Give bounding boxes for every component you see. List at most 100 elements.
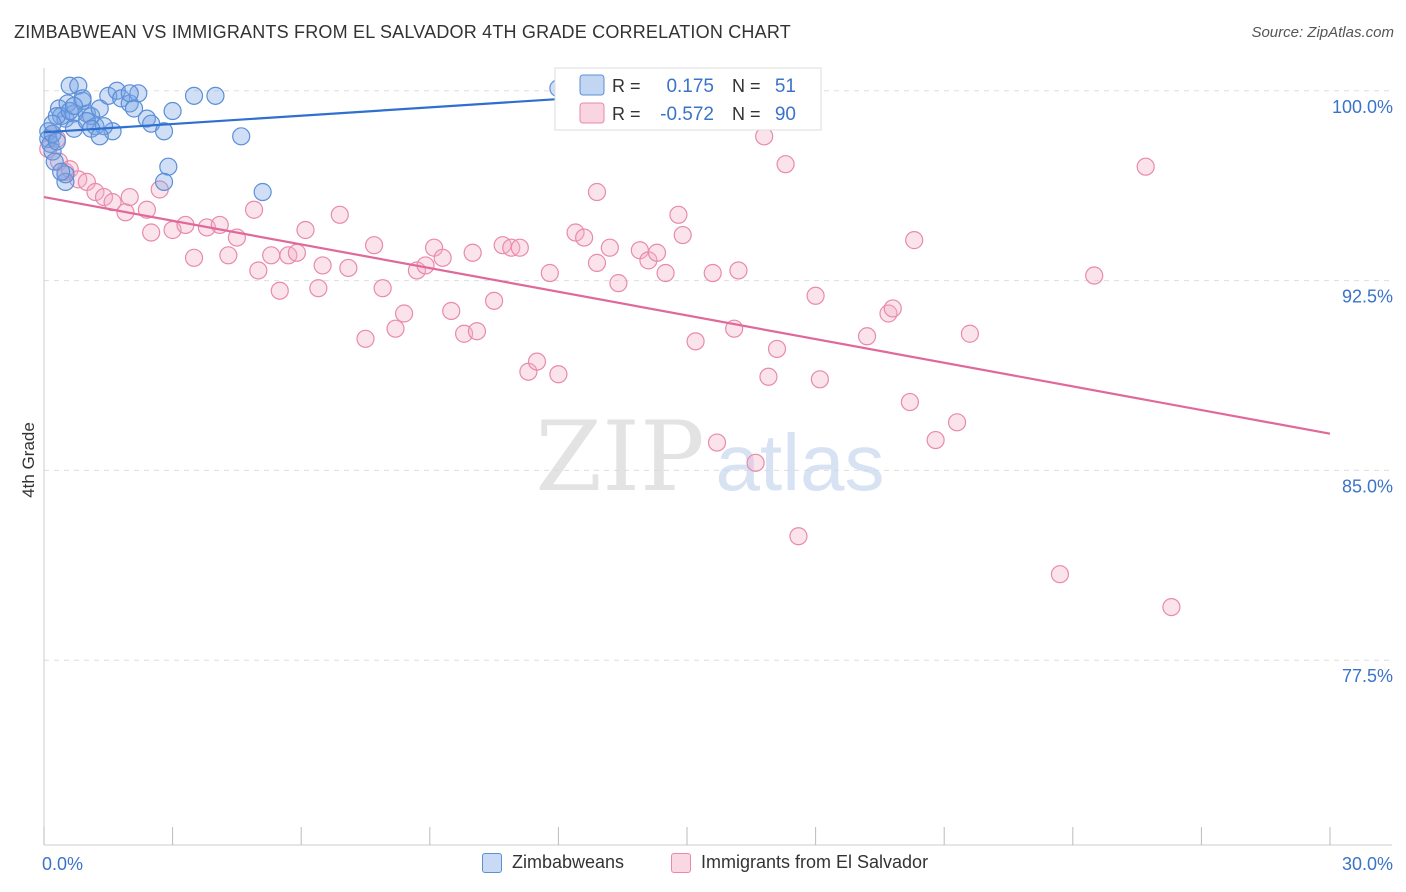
data-point xyxy=(883,299,902,318)
data-point xyxy=(947,413,967,432)
chart-title: ZIMBABWEAN VS IMMIGRANTS FROM EL SALVADO… xyxy=(14,22,791,42)
data-point xyxy=(56,172,75,191)
legend-item-el-salvador: Immigrants from El Salvador xyxy=(671,852,928,873)
data-point xyxy=(686,332,705,351)
legend-r-label-pink: R = xyxy=(612,104,641,124)
data-point xyxy=(960,324,980,343)
legend-label-zimbabweans: Zimbabweans xyxy=(512,852,625,872)
data-point xyxy=(94,187,114,207)
data-point xyxy=(45,152,64,171)
legend-bottom: Zimbabweans Immigrants from El Salvador xyxy=(0,852,1406,878)
y-tick-label: 77.5% xyxy=(1342,666,1393,686)
data-point xyxy=(549,365,568,384)
legend-swatch-pink xyxy=(579,102,605,124)
data-point xyxy=(244,200,264,219)
data-point xyxy=(1162,597,1181,617)
data-point xyxy=(759,367,778,386)
data-point xyxy=(206,86,225,105)
data-point xyxy=(656,263,675,283)
data-point xyxy=(52,162,71,181)
axes xyxy=(43,68,1392,846)
data-point xyxy=(120,187,139,207)
y-tick-label: 100.0% xyxy=(1332,97,1393,117)
data-point xyxy=(857,327,877,346)
data-point xyxy=(442,301,461,321)
data-point xyxy=(703,263,722,283)
data-point xyxy=(707,433,727,452)
data-point xyxy=(137,200,156,219)
data-point xyxy=(373,279,392,298)
data-point xyxy=(566,223,585,242)
data-point xyxy=(253,182,272,202)
data-point xyxy=(142,223,161,242)
data-point xyxy=(309,279,328,298)
data-point xyxy=(810,370,829,389)
legend-r-label-blue: R = xyxy=(612,76,641,96)
source-label: Source: ZipAtlas.com xyxy=(1251,24,1394,41)
legend-label-el-salvador: Immigrants from El Salvador xyxy=(701,852,929,872)
legend-swatch-el-salvador xyxy=(671,852,691,873)
legend-n-value-pink: 90 xyxy=(775,104,796,125)
data-point xyxy=(364,236,384,255)
series-zimbabweans xyxy=(39,76,568,202)
data-point xyxy=(64,96,84,116)
x-tick-label: 0.0% xyxy=(42,854,83,874)
data-point xyxy=(767,339,787,359)
watermark-zip: ZIP xyxy=(535,401,704,513)
tick-labels: 100.0% 92.5% 85.0% 77.5% 0.0% 30.0% xyxy=(42,97,1393,874)
legend-n-label-blue: N = xyxy=(732,76,761,96)
data-point xyxy=(356,329,375,348)
data-point xyxy=(270,281,289,300)
legend-swatch-blue xyxy=(579,74,605,96)
data-point xyxy=(154,122,174,141)
data-point xyxy=(1050,565,1070,584)
data-point xyxy=(746,453,765,472)
data-point xyxy=(219,246,238,265)
data-point xyxy=(900,392,920,412)
data-point xyxy=(510,238,529,257)
data-point xyxy=(1136,157,1155,176)
data-point xyxy=(673,225,692,245)
data-point xyxy=(120,84,139,103)
legend-r-value-blue: 0.175 xyxy=(666,76,714,97)
data-point xyxy=(433,248,452,267)
legend-swatch-zimbabweans xyxy=(482,852,502,873)
data-point xyxy=(729,261,748,280)
y-tick-label: 85.0% xyxy=(1342,476,1393,496)
legend-n-label-pink: N = xyxy=(732,104,761,124)
data-point xyxy=(806,286,825,305)
data-point xyxy=(926,430,945,450)
data-point xyxy=(112,89,131,108)
legend-stats: R = 0.175 N = 51 R = -0.572 N = 90 xyxy=(554,67,822,131)
data-point xyxy=(463,243,482,262)
data-point xyxy=(527,352,547,371)
data-point xyxy=(159,157,178,176)
watermark-atlas: atlas xyxy=(716,418,885,507)
x-tick-label: 30.0% xyxy=(1342,854,1393,874)
data-point xyxy=(249,261,268,280)
data-point xyxy=(467,322,487,341)
data-point xyxy=(587,182,607,202)
trend-line-el-salvador xyxy=(43,195,1331,435)
data-point xyxy=(540,263,559,283)
data-point xyxy=(1085,266,1104,285)
y-tick-label: 92.5% xyxy=(1342,287,1393,307)
data-point xyxy=(575,228,594,247)
data-point xyxy=(905,231,924,250)
data-point xyxy=(232,127,251,146)
data-point xyxy=(485,291,504,310)
data-point xyxy=(262,246,281,265)
data-point xyxy=(313,256,332,275)
legend-n-value-blue: 51 xyxy=(775,76,796,97)
data-point xyxy=(47,132,66,151)
data-point xyxy=(184,248,204,267)
legend-r-value-pink: -0.572 xyxy=(660,104,714,125)
data-point xyxy=(154,172,174,191)
data-point xyxy=(163,101,182,121)
data-point xyxy=(587,253,607,272)
y-axis-label: 4th Grade xyxy=(19,422,38,498)
data-point xyxy=(339,258,358,278)
data-point xyxy=(90,99,109,118)
watermark: ZIP atlas xyxy=(535,401,884,513)
